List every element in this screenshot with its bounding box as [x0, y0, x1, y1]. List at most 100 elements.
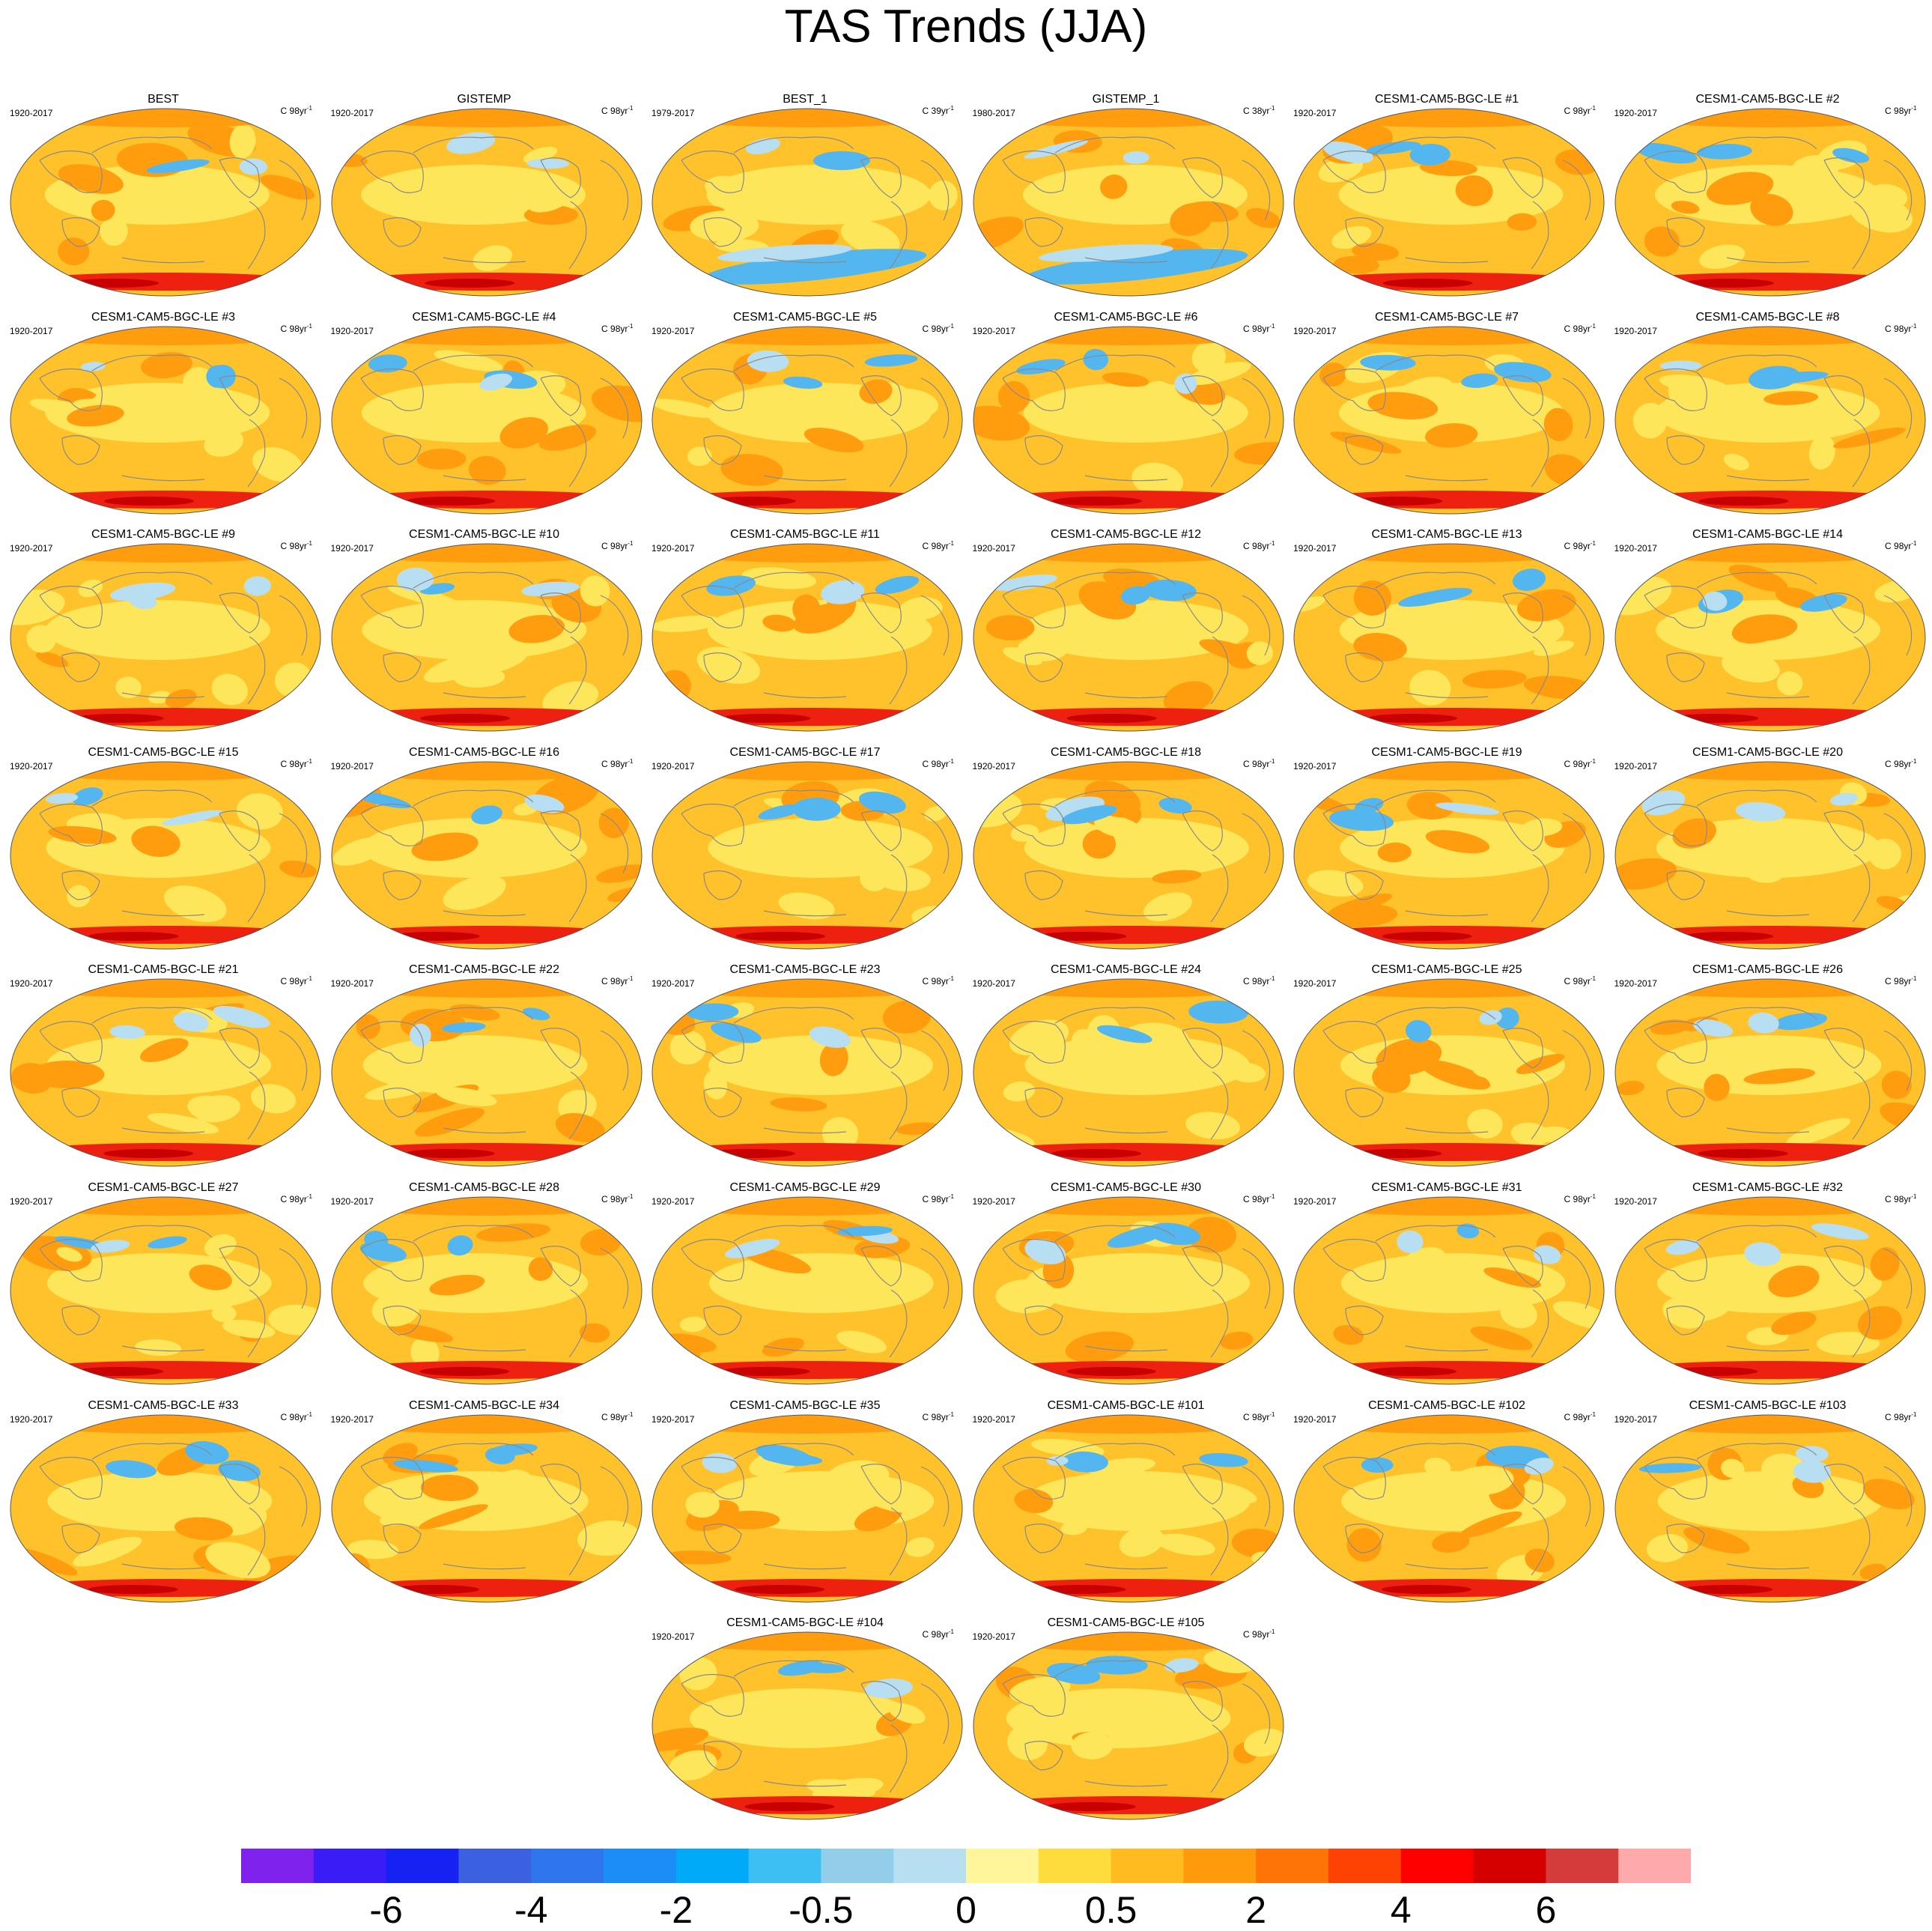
units-prefix: C — [280, 541, 290, 552]
units-per: yr — [1904, 541, 1912, 552]
trend-map — [331, 543, 642, 732]
coastline — [1852, 1071, 1870, 1140]
map-panel: CESM1-CAM5-BGC-LE #1 1920-2017 C 98yr-1 — [1286, 93, 1608, 310]
cool-patch — [758, 804, 804, 819]
trend-map — [331, 1196, 642, 1385]
warm-patch — [580, 575, 610, 607]
coastline — [1001, 1456, 1066, 1500]
warm-patch — [793, 603, 851, 634]
map-panel: CESM1-CAM5-BGC-LE #20 1920-2017 C 98yr-1 — [1607, 746, 1929, 963]
warm-patch — [508, 615, 565, 643]
coastline — [1242, 160, 1270, 221]
map-outline — [651, 1414, 963, 1603]
map-field — [973, 979, 1284, 1167]
coastline — [279, 1466, 308, 1527]
coastline — [1242, 1248, 1270, 1309]
units-years: 98 — [931, 1629, 941, 1640]
coastline — [1001, 1674, 1066, 1718]
coastline — [568, 636, 586, 705]
map-panel: GISTEMP_1 1980-2017 C 38yr-1 — [965, 93, 1287, 310]
coastline — [1562, 813, 1591, 874]
map-panel: CESM1-CAM5-BGC-LE #16 1920-2017 C 98yr-1 — [323, 746, 645, 963]
warm-patch — [414, 1108, 484, 1137]
units-years: 98 — [1894, 1411, 1904, 1422]
coastline — [1024, 217, 1063, 247]
cool-patch — [148, 1236, 187, 1249]
colorbar-swatch — [1328, 1849, 1402, 1883]
coastline — [1181, 1681, 1223, 1722]
warm-patch — [652, 615, 722, 633]
units-exponent: -1 — [1590, 105, 1596, 112]
panel-title: CESM1-CAM5-BGC-LE #8 — [1695, 310, 1840, 324]
panel-title: CESM1-CAM5-BGC-LE #105 — [1047, 1616, 1205, 1630]
panel-units: C 98yr-1 — [923, 1411, 954, 1422]
coastline — [568, 1071, 586, 1140]
coastlines — [1322, 1225, 1591, 1358]
southern-warm-band — [705, 1149, 795, 1159]
units-years: 98 — [1573, 1194, 1583, 1204]
warm-patch — [1713, 1037, 1778, 1061]
coastlines — [1322, 789, 1591, 923]
arctic-band — [1294, 544, 1604, 563]
warm-patch — [875, 388, 938, 419]
southern-warm-band — [744, 1802, 835, 1812]
coastline — [889, 201, 908, 270]
coastline — [539, 1028, 581, 1070]
cool-patch — [1747, 1013, 1779, 1034]
units-years: 98 — [1252, 758, 1263, 769]
coastline — [247, 419, 266, 487]
coastline — [600, 595, 628, 656]
cool-patch — [521, 581, 580, 597]
coastline — [1852, 636, 1870, 705]
panel-period: 1920-2017 — [330, 978, 374, 989]
coastline — [359, 368, 424, 411]
colorbar-swatch — [1618, 1849, 1691, 1883]
arctic-band — [331, 979, 642, 998]
units-exponent: -1 — [306, 540, 312, 548]
units-prefix: C — [1564, 1194, 1573, 1204]
map-outline — [331, 108, 642, 297]
southern-warm-band — [1066, 714, 1157, 724]
coastline — [279, 160, 308, 221]
map-outline — [651, 108, 963, 297]
warm-patch — [189, 1264, 232, 1291]
warm-patch — [163, 885, 227, 922]
tropical-band — [1657, 1470, 1883, 1531]
southern-warm-band — [73, 714, 164, 724]
warm-patch — [131, 825, 180, 857]
coastline — [413, 354, 533, 372]
map-outline — [1614, 761, 1925, 950]
warm-patch — [1420, 1060, 1491, 1091]
panel-period: 1920-2017 — [1614, 760, 1657, 772]
warm-patch — [580, 1228, 621, 1256]
warm-patch — [411, 832, 479, 861]
coastline — [703, 1523, 742, 1553]
units-prefix: C — [280, 323, 290, 334]
trend-map — [10, 978, 321, 1167]
warm-patch — [1319, 362, 1347, 386]
warm-patch — [1857, 1306, 1902, 1340]
cool-patch — [993, 575, 1057, 592]
panel-title: CESM1-CAM5-BGC-LE #24 — [1051, 963, 1201, 977]
warm-patch — [1425, 829, 1490, 853]
arctic-band — [652, 326, 962, 345]
warm-patch — [899, 597, 943, 620]
units-prefix: C — [1885, 1194, 1895, 1204]
southern-warm-band — [104, 496, 195, 506]
units-prefix: C — [601, 323, 611, 334]
coastline — [443, 1345, 526, 1352]
warm-patch — [669, 1031, 706, 1065]
southern-warm-band — [1066, 1367, 1156, 1376]
units-prefix: C — [280, 1194, 290, 1204]
map-field — [1614, 761, 1925, 949]
coastline — [920, 595, 950, 656]
panel-period: 1920-2017 — [972, 1631, 1015, 1643]
arctic-band — [652, 761, 962, 780]
map-outline — [10, 543, 321, 732]
cool-patch — [864, 1679, 913, 1699]
cool-patch — [487, 1443, 538, 1456]
coastlines — [681, 789, 950, 923]
units-per: yr — [1582, 541, 1591, 552]
map-panel: CESM1-CAM5-BGC-LE #11 1920-2017 C 98yr-1 — [644, 528, 966, 745]
coastline — [1726, 1345, 1809, 1352]
